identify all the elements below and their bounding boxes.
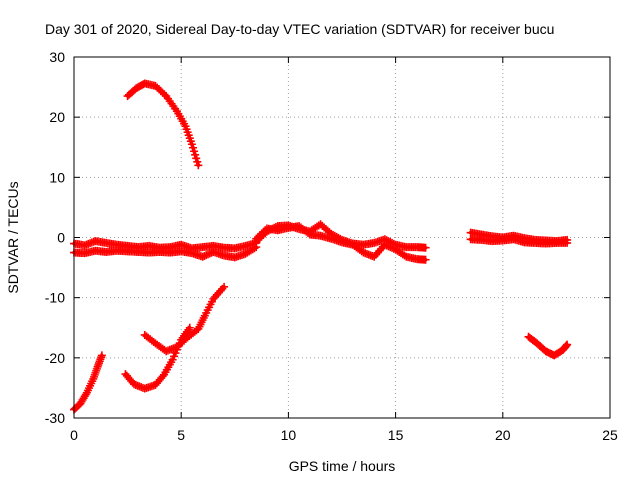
data-point (188, 143, 197, 152)
series-band-right-lower (466, 235, 572, 248)
series-band-middle (252, 220, 430, 252)
y-tick-label: -20 (45, 350, 65, 366)
data-point (97, 351, 106, 360)
data-point (187, 140, 196, 149)
y-tick-label: 20 (49, 109, 65, 125)
axis-ticks: 0 5 10 15 20 25 -30 -20 -10 0 10 20 30 (45, 49, 618, 443)
data-point (81, 390, 90, 399)
y-axis-label: SDTVAR / TECUs (5, 181, 21, 293)
y-tick-label: 30 (49, 49, 65, 65)
y-tick-label: -10 (45, 290, 65, 306)
x-tick-label: 20 (495, 427, 511, 443)
series-band-middle-lower (252, 222, 430, 264)
x-tick-label: 15 (388, 427, 404, 443)
data-point (200, 251, 209, 260)
y-tick-label: 10 (49, 169, 65, 185)
series-arc-rising-mid (140, 282, 229, 356)
data-point (193, 157, 202, 166)
data-series (70, 79, 572, 414)
data-point (185, 323, 194, 332)
y-tick-label: -30 (45, 410, 65, 426)
data-point (400, 251, 409, 260)
data-point (563, 238, 572, 247)
data-point (192, 154, 201, 163)
chart-title: Day 301 of 2020, Sidereal Day-to-day VTE… (45, 21, 554, 37)
data-point (194, 161, 203, 170)
x-tick-label: 5 (177, 427, 185, 443)
y-tick-label: 0 (57, 230, 65, 246)
x-tick-label: 10 (281, 427, 297, 443)
data-point (158, 372, 167, 381)
data-point (380, 240, 389, 249)
data-point (160, 90, 169, 99)
data-point (205, 249, 214, 258)
series-arc-right-dip (524, 332, 572, 360)
data-point (304, 229, 313, 238)
data-point (563, 340, 572, 349)
series-arc-rising-morning (70, 351, 106, 414)
data-point (421, 255, 430, 264)
data-point (421, 243, 430, 252)
data-point (388, 243, 397, 252)
data-point (382, 241, 391, 250)
x-axis-label: GPS time / hours (289, 458, 396, 474)
data-point (202, 251, 211, 260)
data-point (220, 282, 229, 291)
data-point (198, 252, 207, 261)
data-point (386, 243, 395, 252)
series-band-upper-left (70, 237, 261, 253)
data-point (204, 250, 212, 259)
data-point (261, 226, 270, 235)
data-point (384, 242, 393, 251)
data-point (190, 147, 199, 156)
data-point (250, 244, 259, 253)
series-band-lower-left (70, 243, 261, 262)
x-tick-label: 25 (602, 427, 618, 443)
x-tick-label: 0 (70, 427, 78, 443)
data-point (191, 150, 200, 159)
series-arc-high-peak (123, 79, 203, 170)
